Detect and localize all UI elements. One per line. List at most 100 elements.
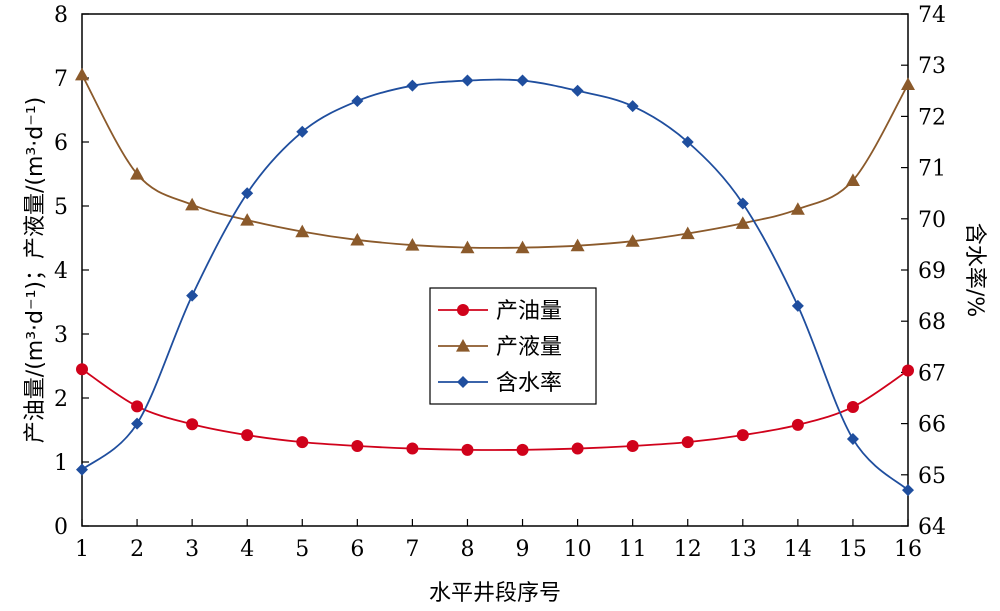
data-point	[902, 364, 914, 377]
data-point	[186, 418, 199, 431]
left-y-tick-label: 3	[54, 323, 68, 348]
data-point	[681, 136, 694, 148]
data-point	[571, 442, 584, 455]
legend-label: 含水率	[496, 371, 562, 396]
right-y-tick-label: 65	[918, 464, 946, 489]
data-point	[131, 417, 144, 430]
data-point	[736, 429, 749, 442]
data-point	[405, 238, 420, 251]
data-point	[406, 442, 419, 455]
legend-item: 产油量	[438, 299, 562, 324]
right-y-tick-label: 73	[918, 54, 946, 79]
left-y-tick-label: 6	[54, 131, 68, 156]
series-2	[75, 67, 915, 254]
x-tick-label: 8	[460, 537, 474, 562]
data-point	[846, 400, 859, 413]
x-axis-label: 水平井段序号	[429, 581, 561, 606]
left-y-tick-label: 7	[54, 67, 68, 92]
x-tick-label: 16	[894, 537, 922, 562]
legend-label: 产液量	[496, 335, 562, 360]
data-point	[460, 240, 475, 254]
x-tick-label: 11	[619, 537, 647, 562]
data-point	[570, 238, 585, 252]
series-line	[81, 78, 909, 491]
right-y-tick-label: 64	[918, 515, 946, 540]
data-point	[790, 202, 805, 215]
x-tick-label: 7	[405, 537, 419, 562]
data-point	[680, 226, 695, 240]
data-point	[75, 67, 89, 81]
data-point	[76, 463, 88, 476]
data-point	[681, 436, 694, 449]
data-point	[350, 232, 365, 246]
data-point	[296, 125, 309, 138]
data-point	[571, 84, 584, 97]
axis-ticks: 1 2 3 4 5 6 7 8 9 10 11 12 13 14 15 1601234567864656667…	[54, 3, 946, 562]
x-tick-label: 1	[75, 537, 89, 562]
data-point	[845, 173, 860, 186]
legend-item: 含水率	[438, 371, 562, 396]
x-tick-label: 4	[240, 537, 254, 562]
x-tick-label: 13	[729, 537, 757, 562]
data-point	[626, 440, 639, 452]
left-y-tick-label: 1	[54, 451, 68, 476]
series-3	[76, 74, 914, 497]
legend-marker	[456, 339, 470, 352]
data-point	[626, 100, 639, 113]
right-y-tick-label: 71	[918, 157, 946, 182]
data-point	[185, 197, 200, 211]
right-y-tick-label: 72	[918, 105, 946, 130]
data-point	[186, 289, 199, 302]
left-y-tick-label: 2	[54, 387, 68, 412]
x-tick-label: 15	[839, 537, 867, 562]
series-1	[76, 363, 914, 456]
data-point	[240, 213, 255, 226]
right-y-tick-label: 69	[918, 259, 946, 284]
data-point	[902, 484, 914, 497]
data-point	[131, 400, 144, 413]
left-y-tick-label: 5	[54, 195, 68, 220]
right-y-tick-label: 68	[918, 310, 946, 335]
data-point	[241, 187, 254, 200]
data-point	[791, 299, 804, 312]
x-tick-label: 9	[516, 537, 530, 562]
data-point	[295, 224, 310, 238]
x-tick-label: 14	[784, 537, 812, 562]
data-point	[296, 436, 309, 449]
data-point	[461, 443, 474, 456]
data-point	[461, 74, 474, 87]
data-point	[351, 440, 364, 452]
data-point	[516, 74, 529, 87]
data-point	[516, 443, 529, 456]
x-tick-label: 6	[350, 537, 364, 562]
left-y-axis-label: 产油量/(m³·d⁻¹)；产液量/(m³·d⁻¹)	[23, 97, 48, 443]
data-point	[76, 363, 88, 376]
left-y-tick-label: 4	[54, 259, 68, 284]
left-y-tick-label: 8	[54, 3, 68, 28]
data-point	[351, 95, 364, 108]
data-point	[406, 79, 419, 92]
data-point	[130, 167, 145, 180]
legend-item: 产液量	[438, 335, 562, 360]
x-tick-label: 2	[130, 537, 144, 562]
data-point	[791, 418, 804, 431]
right-y-tick-label: 66	[918, 413, 946, 438]
x-tick-label: 10	[564, 537, 592, 562]
right-y-tick-label: 74	[918, 3, 946, 28]
series-line	[81, 368, 909, 451]
series-layer	[75, 67, 915, 497]
x-tick-label: 5	[295, 537, 309, 562]
right-y-tick-label: 67	[918, 361, 946, 386]
legend-marker	[457, 376, 469, 388]
right-y-axis-label: 含水率/%	[962, 223, 987, 317]
data-point	[625, 234, 640, 247]
data-point	[515, 240, 530, 254]
data-point	[846, 432, 859, 445]
legend-label: 产油量	[496, 299, 562, 324]
data-point	[735, 216, 750, 229]
data-point	[241, 429, 254, 442]
data-point	[736, 197, 749, 210]
series-line	[81, 74, 909, 249]
